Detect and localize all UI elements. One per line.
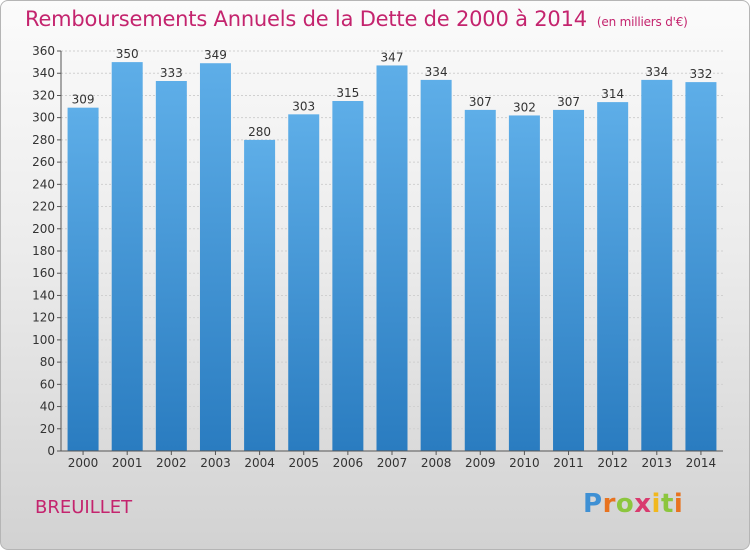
bar-2013 <box>641 79 673 451</box>
bar-2010 <box>508 115 540 451</box>
bar-2009 <box>464 109 496 451</box>
x-tick-label-2001: 2001 <box>112 456 143 470</box>
y-tick-label: 320 <box>32 88 55 102</box>
data-label-2006: 315 <box>336 86 359 100</box>
y-tick-label: 20 <box>40 422 55 436</box>
x-tick-label-2002: 2002 <box>156 456 187 470</box>
data-label-2001: 350 <box>116 47 139 61</box>
bar-2004 <box>244 139 276 451</box>
data-label-2002: 333 <box>160 66 183 80</box>
y-tick-label: 180 <box>32 244 55 258</box>
data-label-2012: 314 <box>601 87 624 101</box>
bar-2000 <box>67 107 99 452</box>
y-axis-ticks: 0 20 40 60 80 100 120 140 160 180 200 220 240 260 280 3… <box>32 44 61 458</box>
y-tick-label: 260 <box>32 155 55 169</box>
bar-2005 <box>288 114 320 451</box>
data-label-2010: 302 <box>513 100 536 114</box>
x-tick-label-2013: 2013 <box>642 456 673 470</box>
y-tick-label: 60 <box>40 377 55 391</box>
data-label-2005: 303 <box>292 99 315 113</box>
x-tick-label-2000: 2000 <box>68 456 99 470</box>
data-label-2013: 334 <box>645 65 668 79</box>
y-tick-label: 220 <box>32 200 55 214</box>
bar-2007 <box>376 65 408 451</box>
data-label-2009: 307 <box>469 95 492 109</box>
y-tick-label: 280 <box>32 133 55 147</box>
x-axis-ticks: 2000 2001 2002 2003 2004 2005 2006 2007 2008 2009… <box>68 451 716 470</box>
y-tick-label: 160 <box>32 266 55 280</box>
data-label-2004: 280 <box>248 125 271 139</box>
x-tick-label-2009: 2009 <box>465 456 496 470</box>
bar-2012 <box>597 102 629 451</box>
y-tick-label: 340 <box>32 66 55 80</box>
data-label-2003: 349 <box>204 48 227 62</box>
x-tick-label-2004: 2004 <box>244 456 275 470</box>
bar-2003 <box>199 63 231 451</box>
data-label-2008: 334 <box>425 65 448 79</box>
y-tick-label: 240 <box>32 177 55 191</box>
x-tick-label-2012: 2012 <box>597 456 628 470</box>
x-tick-label-2007: 2007 <box>377 456 408 470</box>
bars <box>67 62 717 452</box>
y-tick-label: 0 <box>47 444 55 458</box>
y-tick-label: 140 <box>32 288 55 302</box>
commune-name: BREUILLET <box>35 497 133 518</box>
x-tick-label-2010: 2010 <box>509 456 540 470</box>
bar-2002 <box>155 81 187 451</box>
data-label-2007: 347 <box>381 50 404 64</box>
chart-title: Remboursements Annuels de la Dette de 20… <box>25 7 688 31</box>
bar-2006 <box>332 101 364 451</box>
y-tick-label: 300 <box>32 111 55 125</box>
data-label-2011: 307 <box>557 95 580 109</box>
data-label-2014: 332 <box>689 67 712 81</box>
x-tick-label-2005: 2005 <box>288 456 319 470</box>
x-tick-label-2014: 2014 <box>686 456 717 470</box>
y-tick-label: 200 <box>32 222 55 236</box>
y-tick-label: 120 <box>32 311 55 325</box>
x-tick-label-2003: 2003 <box>200 456 231 470</box>
x-tick-label-2011: 2011 <box>553 456 584 470</box>
y-tick-label: 80 <box>40 355 55 369</box>
bar-2014 <box>685 82 717 451</box>
proxiti-logo: Proxiti <box>583 489 684 519</box>
bar-2008 <box>420 79 452 451</box>
chart-unit-label: (en milliers d'€) <box>596 15 688 29</box>
y-tick-label: 100 <box>32 333 55 347</box>
y-tick-label: 360 <box>32 44 55 58</box>
y-tick-label: 40 <box>40 400 55 414</box>
data-labels: 309 350 333 349 280 303 315 347 334 307 302 307 314 3… <box>72 47 713 139</box>
x-tick-label-2008: 2008 <box>421 456 452 470</box>
data-label-2000: 309 <box>72 93 95 107</box>
bar-2011 <box>553 109 585 451</box>
x-tick-label-2006: 2006 <box>333 456 364 470</box>
chart-title-text: Remboursements Annuels de la Dette de 20… <box>25 7 587 31</box>
bar-2001 <box>111 62 143 451</box>
